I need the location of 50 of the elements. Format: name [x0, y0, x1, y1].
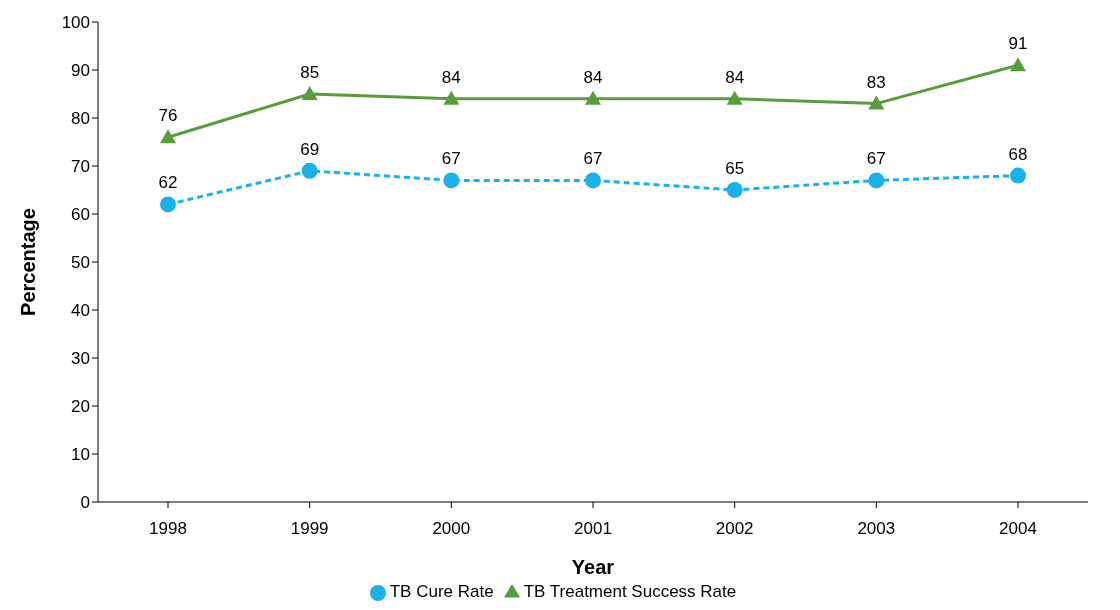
y-tick-label: 0 — [80, 493, 90, 513]
x-tick-label: 2004 — [999, 519, 1037, 539]
data-label: 67 — [583, 149, 603, 169]
y-tick-label: 40 — [71, 301, 90, 321]
y-tick-label: 30 — [71, 349, 90, 369]
data-label: 84 — [725, 67, 745, 87]
data-label: 83 — [866, 72, 886, 92]
legend-label: TB Cure Rate — [389, 582, 494, 601]
point — [585, 172, 601, 189]
x-tick-label: 1999 — [290, 519, 329, 539]
data-label: 65 — [725, 159, 745, 178]
data-label: 76 — [158, 106, 178, 126]
point — [443, 172, 460, 189]
data-label: 67 — [866, 149, 886, 169]
point — [443, 90, 460, 105]
data-label: 67 — [441, 149, 461, 169]
point — [585, 90, 601, 105]
data-label: 69 — [300, 139, 320, 159]
point — [160, 196, 176, 213]
data-label: 84 — [583, 67, 603, 87]
y-tick-label: 60 — [71, 205, 90, 225]
y-axis-title: Percentage — [17, 208, 40, 316]
data-label: 85 — [300, 63, 320, 82]
x-tick-label: 2002 — [715, 519, 754, 539]
x-tick-label: 2001 — [574, 519, 612, 539]
y-tick-label: 100 — [61, 13, 90, 33]
x-tick-label: 2000 — [432, 519, 471, 539]
point — [160, 129, 176, 144]
data-label: 68 — [1008, 144, 1028, 164]
point — [1010, 57, 1026, 72]
point — [868, 95, 885, 110]
point — [726, 90, 743, 105]
y-tick-label: 90 — [71, 61, 90, 81]
data-label: 62 — [158, 173, 178, 193]
y-tick-label: 10 — [71, 445, 90, 465]
y-tick-label: 80 — [71, 109, 90, 129]
data-label: 91 — [1008, 34, 1028, 54]
data-label: 84 — [441, 67, 461, 87]
y-tick-label: 50 — [71, 253, 90, 273]
x-axis-title: Year — [571, 556, 615, 578]
y-tick-label: 20 — [71, 397, 90, 417]
point — [726, 182, 743, 198]
y-tick-label: 70 — [71, 157, 90, 177]
point — [301, 162, 318, 179]
point — [868, 172, 885, 189]
x-tick-label: 2003 — [857, 519, 896, 539]
x-tick-label: 1998 — [149, 519, 187, 539]
point — [301, 86, 318, 100]
point — [1010, 167, 1026, 184]
legend-label: TB Treatment Success Rate — [523, 582, 737, 601]
